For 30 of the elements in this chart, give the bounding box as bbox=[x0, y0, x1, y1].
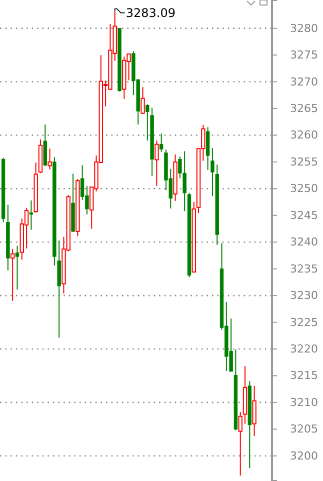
candlestick bbox=[29, 200, 34, 230]
y-tick-label: 3200 bbox=[290, 449, 318, 462]
candlestick bbox=[238, 412, 242, 476]
y-tick-label: 3205 bbox=[290, 422, 318, 436]
y-tick-label: 3235 bbox=[290, 262, 318, 276]
y-tick-label: 3240 bbox=[290, 236, 318, 249]
candlestick bbox=[252, 385, 256, 437]
y-tick-label: 3230 bbox=[290, 289, 318, 302]
candlestick bbox=[140, 86, 145, 114]
candlestick bbox=[210, 148, 214, 197]
y-tick-label: 3275 bbox=[290, 48, 318, 62]
y-tick-label: 3270 bbox=[290, 75, 318, 88]
y-tick-label: 3220 bbox=[290, 342, 318, 356]
y-tick-label: 3250 bbox=[290, 182, 318, 196]
y-tick-label: 3265 bbox=[290, 102, 318, 116]
y-tick-label: 3255 bbox=[290, 155, 318, 168]
candlestick bbox=[146, 104, 150, 142]
candlestick bbox=[154, 140, 159, 186]
candlestick bbox=[10, 248, 15, 302]
candlestick bbox=[159, 133, 164, 152]
y-tick-label: 3245 bbox=[290, 208, 318, 222]
y-tick-label: 3215 bbox=[290, 369, 318, 382]
y-tick-label: 3260 bbox=[290, 128, 318, 142]
y-tick-label: 3210 bbox=[290, 396, 318, 409]
candlestick bbox=[48, 148, 52, 170]
y-tick-label: 3280 bbox=[290, 22, 318, 35]
annotation: 3283.09 bbox=[126, 6, 176, 20]
candlestick bbox=[15, 245, 20, 290]
y-tick-label: 3225 bbox=[290, 316, 318, 329]
candlestick bbox=[24, 207, 29, 250]
